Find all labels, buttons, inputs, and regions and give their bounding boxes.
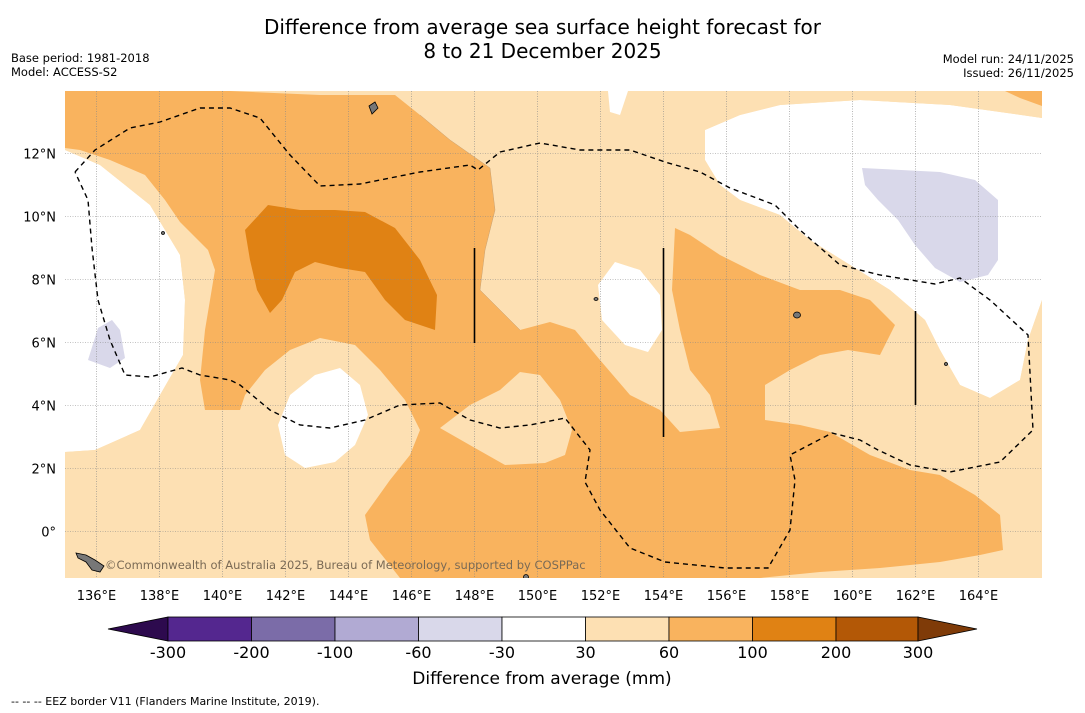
colorbar-segment [167, 616, 252, 642]
colorbar-segment [501, 616, 586, 642]
colorbar-segment [334, 616, 419, 642]
latitude-label: 4°N [32, 400, 57, 415]
band-neutral-patch-a [278, 368, 368, 468]
colorbar-tick-label: -300 [150, 643, 186, 662]
contour-line [419, 114, 521, 331]
longitude-label: 136°E [77, 589, 117, 604]
colorbar-tick-labels: -300 -200 -100 -60 -30 30 60 100 200 300 [150, 643, 933, 662]
latitude-label: 10°N [23, 211, 56, 226]
longitude-label: 160°E [833, 589, 873, 604]
island-pohnpei [793, 311, 801, 319]
latitude-label: 12°N [23, 148, 56, 163]
colorbar-segment [668, 616, 753, 642]
longitude-label: 140°E [203, 589, 243, 604]
island-small-1 [161, 231, 165, 235]
meta-right: Model run: 24/11/2025 Issued: 26/11/2025 [943, 52, 1074, 80]
colorbar-segment [251, 616, 336, 642]
longitude-label: 150°E [518, 589, 558, 604]
longitude-label: 142°E [266, 589, 306, 604]
longitude-labels: 136°E 138°E 140°E 142°E 144°E 146°E 148°E 150°E… [77, 589, 999, 604]
colorbar-tick-label: 300 [903, 643, 934, 662]
latitude-label: 0° [41, 526, 56, 541]
longitude-label: 152°E [581, 589, 621, 604]
island-kosrae [944, 362, 948, 366]
colorbar-segment [835, 616, 919, 642]
longitude-label: 148°E [455, 589, 495, 604]
colorbar-extend-high [917, 616, 978, 642]
colorbar-title: Difference from average (mm) [412, 669, 671, 689]
longitude-label: 146°E [392, 589, 432, 604]
model-run: Model run: 24/11/2025 [942, 52, 1074, 66]
colorbar-segment [418, 616, 503, 642]
issued-date: Issued: 26/11/2025 [963, 66, 1074, 80]
band-60-100-ne [1005, 91, 1042, 106]
model-name: Model: ACCESS-S2 [11, 65, 118, 79]
base-period: Base period: 1981-2018 [11, 51, 150, 65]
colorbar-segment [585, 616, 670, 642]
latitude-labels: 12°N 10°N 8°N 6°N 4°N 2°N 0° [23, 148, 56, 541]
footnote: -- -- -- EEZ border V11 (Flanders Marine… [11, 695, 320, 708]
island-small-2 [523, 574, 529, 578]
longitude-label: 138°E [140, 589, 180, 604]
colorbar-segment [752, 616, 837, 642]
colorbar-tick-label: -60 [405, 643, 431, 662]
title-line-1: Difference from average sea surface heig… [263, 15, 822, 39]
colorbar-tick-label: 60 [659, 643, 679, 662]
latitude-label: 8°N [32, 274, 57, 289]
longitude-label: 162°E [896, 589, 936, 604]
colorbar: -300 -200 -100 -60 -30 30 60 100 200 300 Differen… [107, 616, 978, 689]
latitude-label: 2°N [32, 463, 57, 478]
meta-left: Base period: 1981-2018 Model: ACCESS-S2 [11, 51, 150, 79]
longitude-label: 154°E [644, 589, 684, 604]
longitude-label: 156°E [707, 589, 747, 604]
island-png-new-ireland [75, 552, 105, 573]
colorbar-tick-label: 200 [821, 643, 852, 662]
title-line-2: 8 to 21 December 2025 [423, 39, 662, 63]
band-100-200 [245, 205, 437, 330]
latitude-label: 6°N [32, 337, 57, 352]
colorbar-tick-label: -100 [317, 643, 353, 662]
eez-border-line [74, 107, 1034, 569]
longitude-label: 158°E [770, 589, 810, 604]
colorbar-tick-label: -30 [489, 643, 515, 662]
band-neg-60-30-b [88, 320, 125, 368]
colorbar-tick-label: 100 [737, 643, 768, 662]
colorbar-tick-label: 30 [575, 643, 595, 662]
map-watermark: ©Commonwealth of Australia 2025, Bureau … [105, 558, 586, 572]
band-30-60-patch [440, 372, 572, 465]
colorbar-tick-label: -200 [233, 643, 269, 662]
band-neg-60-30-a [862, 168, 998, 282]
band-neutral-patch-c [608, 91, 628, 115]
solid-border-segments [473, 248, 917, 437]
band-neutral-patch-b [598, 262, 662, 352]
island-chuuk [593, 297, 599, 301]
longitude-label: 164°E [959, 589, 999, 604]
island-northern-marianas [368, 101, 379, 115]
islands [75, 101, 948, 578]
map-area: ©Commonwealth of Australia 2025, Bureau … [65, 91, 1042, 578]
colorbar-extend-low [107, 616, 169, 642]
longitude-label: 144°E [329, 589, 369, 604]
